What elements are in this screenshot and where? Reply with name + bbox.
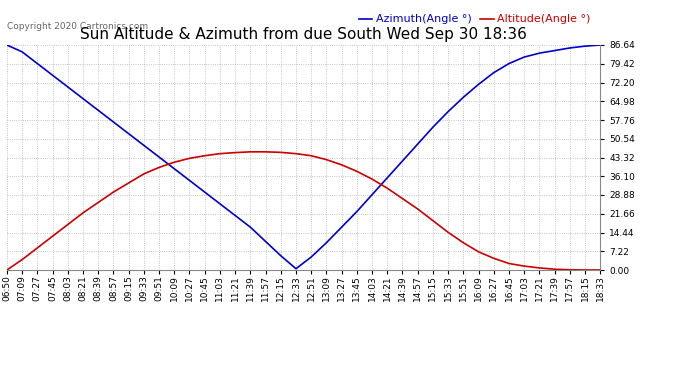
Text: Copyright 2020 Cartronics.com: Copyright 2020 Cartronics.com: [7, 22, 148, 32]
Title: Sun Altitude & Azimuth from due South Wed Sep 30 18:36: Sun Altitude & Azimuth from due South We…: [80, 27, 527, 42]
Legend: Azimuth(Angle °), Altitude(Angle °): Azimuth(Angle °), Altitude(Angle °): [355, 10, 595, 29]
